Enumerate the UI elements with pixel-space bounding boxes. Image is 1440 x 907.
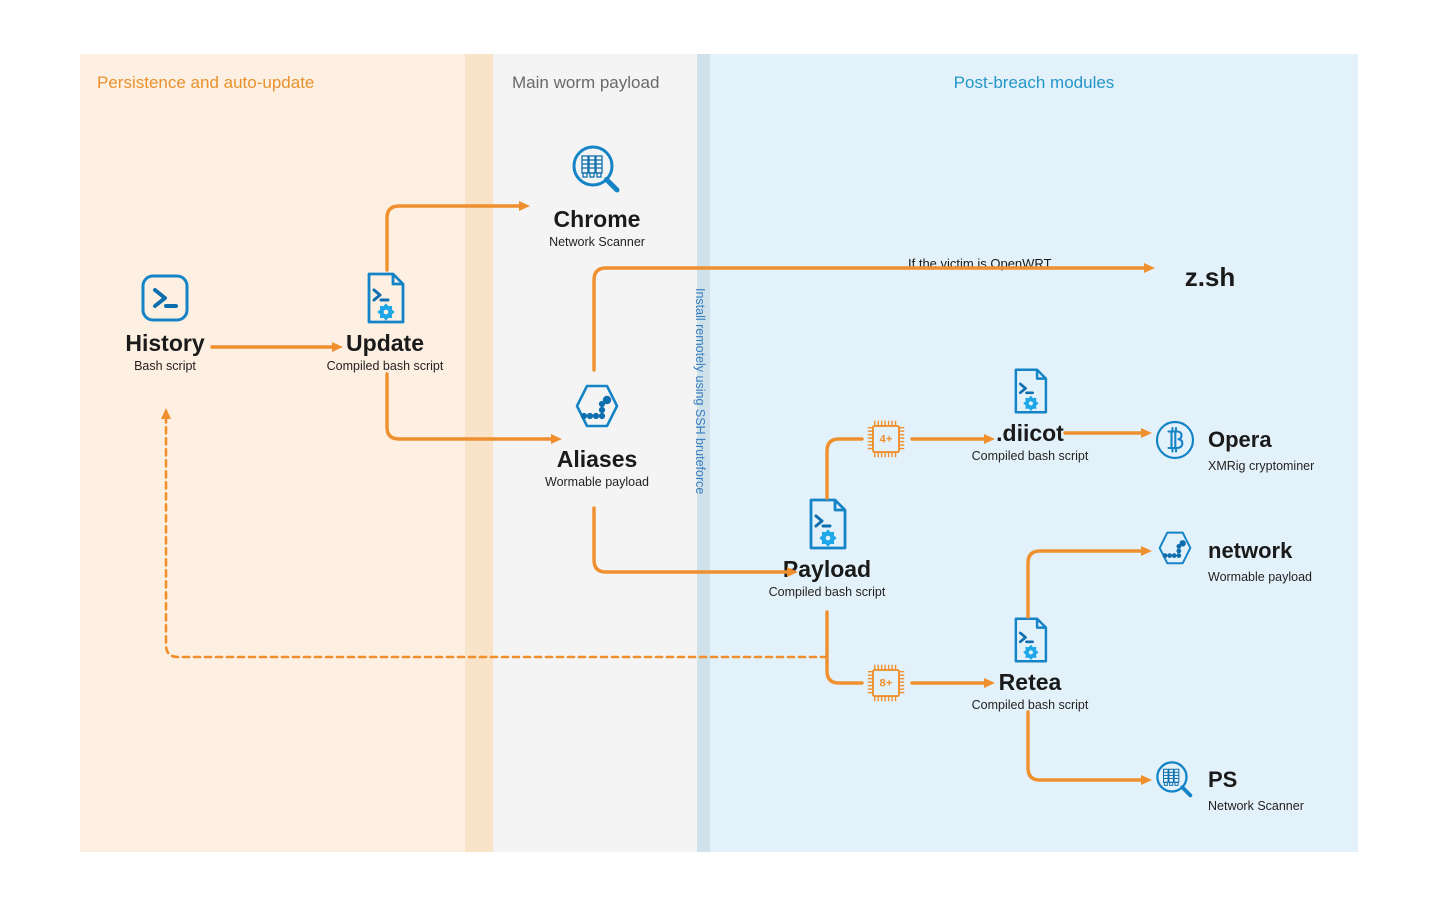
svg-text:8+: 8+ <box>880 677 893 689</box>
svg-text:4+: 4+ <box>880 433 893 445</box>
